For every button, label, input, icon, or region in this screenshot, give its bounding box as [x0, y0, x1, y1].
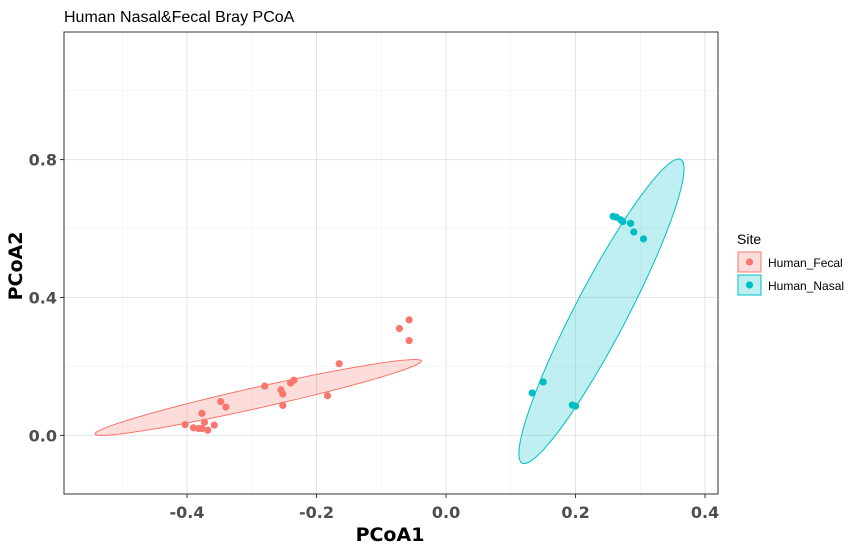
data-point: [528, 389, 536, 397]
data-point: [539, 378, 547, 386]
data-point: [210, 421, 218, 429]
x-tick-label: 0.0: [432, 503, 460, 522]
legend-key-point-0: [745, 258, 754, 266]
data-point: [222, 403, 230, 411]
data-point: [405, 336, 413, 345]
data-point: [571, 402, 580, 410]
legend-label-0: Human_Fecal: [768, 256, 843, 270]
data-point: [198, 409, 206, 417]
legend-title: Site: [737, 231, 761, 247]
legend-key-point-1: [745, 281, 754, 289]
confidence-ellipse-0: [94, 359, 422, 436]
x-tick-label: 0.2: [561, 503, 589, 522]
series-1-points: [528, 212, 648, 410]
data-point: [217, 398, 225, 406]
data-point: [619, 218, 627, 226]
y-tick-label: 0.4: [29, 288, 57, 307]
data-point: [279, 390, 287, 398]
plot-panel: [64, 32, 718, 494]
data-point: [279, 401, 287, 409]
chart-title: Human Nasal&Fecal Bray PCoA: [64, 9, 295, 26]
grid: [64, 32, 718, 494]
y-axis-title: PCoA2: [5, 232, 27, 301]
data-point: [405, 316, 413, 324]
legend: Site Human_Fecal Human_Nasal: [737, 231, 844, 296]
y-tick-label: 0.0: [29, 426, 57, 445]
data-point: [198, 424, 206, 433]
x-tick-label: -0.4: [170, 503, 205, 522]
data-point: [626, 219, 635, 227]
y-tick-label: 0.8: [29, 151, 57, 170]
x-tick-label: 0.4: [691, 503, 719, 522]
data-point: [261, 382, 269, 390]
data-point: [630, 228, 638, 236]
confidence-ellipse-1: [518, 158, 685, 465]
data-point: [335, 360, 343, 368]
x-tick-label: -0.2: [299, 503, 334, 522]
legend-label-1: Human_Nasal: [768, 279, 844, 293]
data-point: [395, 324, 404, 333]
data-point: [204, 426, 212, 434]
data-point: [200, 418, 209, 426]
series-0-points: [181, 316, 413, 434]
x-axis-title: PCoA1: [356, 524, 425, 546]
data-point: [639, 235, 648, 243]
data-point: [323, 392, 332, 400]
data-point: [290, 376, 298, 384]
plot-border: [63, 31, 719, 495]
data-point: [181, 421, 189, 429]
